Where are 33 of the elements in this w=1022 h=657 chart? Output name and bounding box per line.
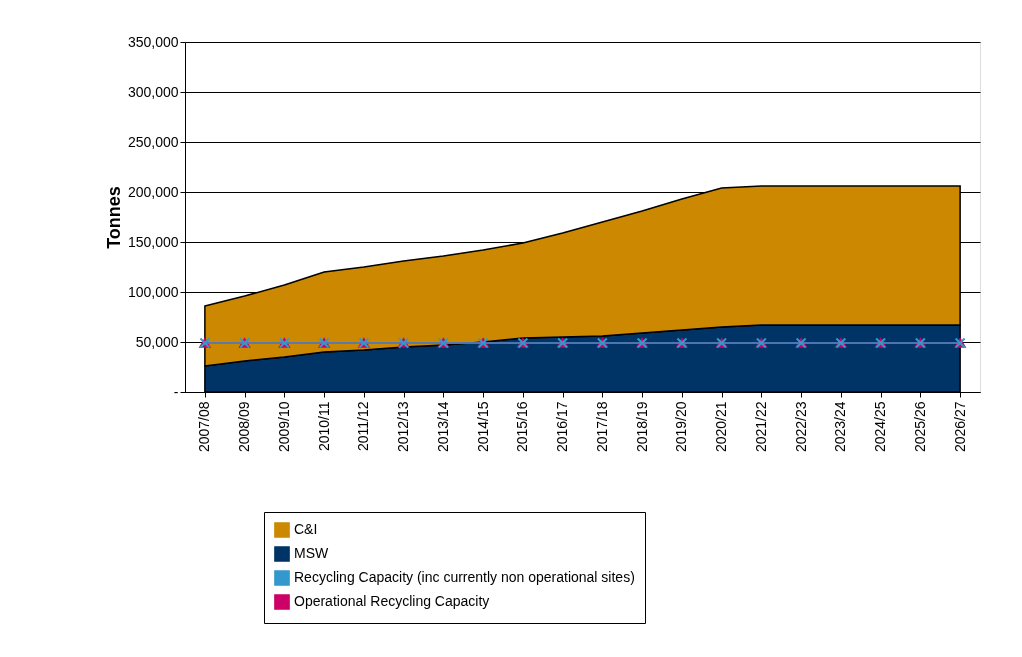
- y-tick-label: 100,000: [127, 283, 179, 300]
- y-tick-label: 350,000: [127, 33, 179, 50]
- legend-label: Recycling Capacity (inc currently non operational sites): [294, 569, 635, 585]
- x-tick-label: 2011/12: [355, 401, 372, 452]
- x-tick-label: 2026/27: [951, 401, 968, 453]
- y-tick-label: 200,000: [127, 183, 179, 200]
- legend-label: MSW: [294, 545, 329, 561]
- x-tick-label: 2008/09: [236, 401, 253, 453]
- x-tick-label: 2025/26: [911, 401, 928, 453]
- x-tick-label: 2010/11: [315, 401, 332, 452]
- x-tick-label: 2019/20: [673, 401, 690, 453]
- y-tick-label: 150,000: [127, 233, 179, 250]
- x-tick-label: 2013/14: [434, 401, 451, 453]
- y-tick-label: -: [173, 383, 179, 400]
- y-tick-label: 250,000: [127, 133, 179, 150]
- x-tick-label: 2017/18: [593, 401, 610, 453]
- y-tick-label: 300,000: [127, 83, 179, 100]
- legend-label: Operational Recycling Capacity: [294, 593, 490, 609]
- legend-label: C&I: [294, 521, 318, 537]
- y-tick-label: 50,000: [135, 333, 179, 350]
- x-tick-label: 2021/22: [752, 401, 769, 453]
- x-tick-label: 2020/21: [713, 401, 730, 453]
- x-tick-label: 2022/23: [792, 401, 809, 453]
- x-tick-label: 2024/25: [872, 401, 889, 453]
- x-tick-label: 2009/10: [275, 401, 292, 453]
- x-tick-label: 2023/24: [832, 401, 849, 453]
- x-tick-label: 2018/19: [633, 401, 650, 453]
- x-tick-label: 2016/17: [554, 401, 571, 453]
- x-tick-label: 2015/16: [514, 401, 531, 453]
- x-tick-label: 2007/08: [196, 401, 213, 453]
- x-tick-label: 2012/13: [395, 401, 412, 453]
- x-tick-label: 2014/15: [474, 401, 491, 453]
- y-axis-title: Tonnes: [103, 186, 124, 249]
